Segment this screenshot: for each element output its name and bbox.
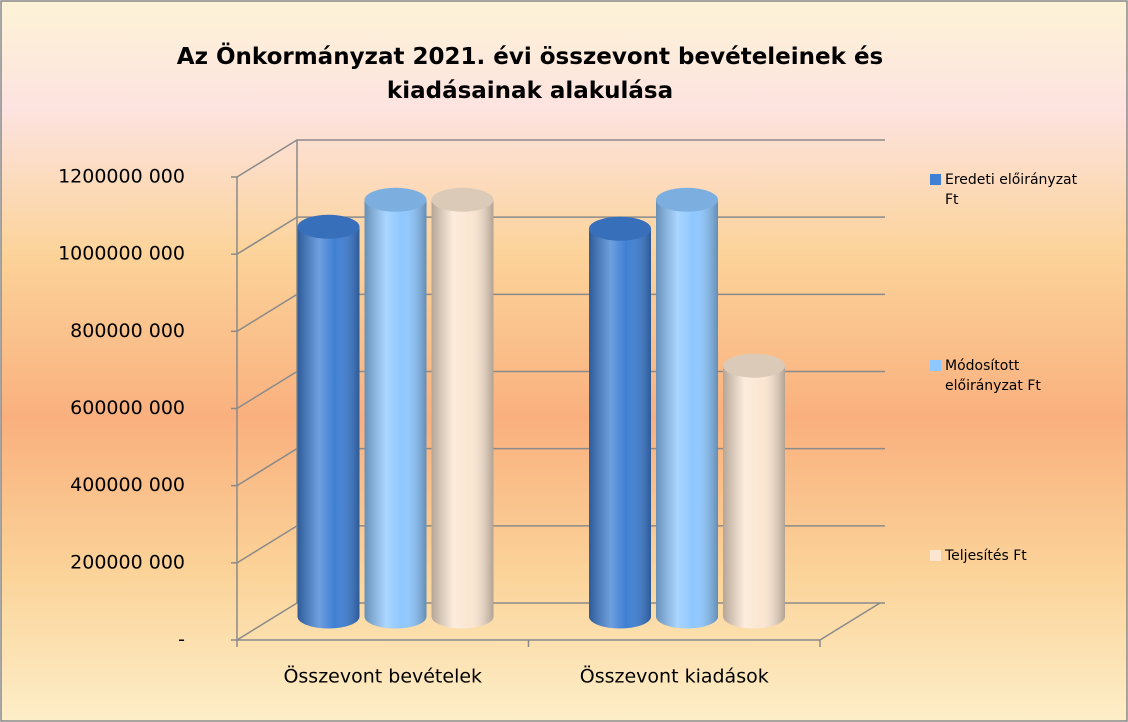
bar-top-shade [723, 353, 785, 378]
bar-shade [723, 365, 785, 629]
bar-shade [656, 199, 718, 629]
bar [297, 214, 360, 629]
bar-top [589, 216, 651, 241]
bar-top [364, 187, 427, 212]
bar-top-shade [656, 187, 718, 212]
bar [656, 187, 718, 629]
legend-label: Teljesítés Ft [945, 548, 1027, 564]
bar [723, 353, 785, 629]
y-tick-label: 1200000 000 [58, 166, 185, 188]
y-tick-label: 400000 000 [70, 474, 185, 496]
bar-shade [431, 199, 494, 629]
bar-shade [589, 228, 651, 629]
bar [589, 216, 651, 629]
bar [431, 187, 494, 629]
bar-top [723, 353, 785, 378]
bar-top-shade [431, 187, 494, 212]
y-tick-label: 800000 000 [70, 320, 185, 342]
y-tick-label: 200000 000 [70, 551, 185, 573]
bar-top-shade [364, 187, 427, 212]
bar-top-shade [297, 214, 360, 239]
legend-swatch [930, 174, 941, 185]
legend-label: Eredeti előirányzat Ft [945, 172, 1078, 208]
bar-shade [364, 199, 427, 629]
x-tick-label: Összevont bevételek [283, 665, 482, 688]
y-tick-label: 1000000 000 [58, 243, 185, 265]
bar-shade [297, 226, 360, 629]
bar [364, 187, 427, 629]
legend-item: Teljesítés Ft [930, 546, 1090, 566]
grid-line [236, 139, 885, 178]
legend-swatch [930, 360, 941, 371]
y-tick-label: 600000 000 [70, 397, 185, 419]
bar-top [656, 187, 718, 212]
x-tick-label: Összevont kiadások [580, 665, 769, 688]
bar-top-shade [589, 216, 651, 241]
bar-top [297, 214, 360, 239]
chart-title: Az Önkormányzat 2021. évi összevont bevé… [176, 44, 884, 104]
legend-item: Eredeti előirányzat Ft [930, 170, 1090, 210]
y-tick-label: - [178, 629, 185, 651]
bar-top [431, 187, 494, 212]
legend-item: Módosított előirányzat Ft [930, 356, 1090, 396]
legend-label: Módosított előirányzat Ft [945, 358, 1041, 394]
legend-swatch [930, 550, 941, 561]
